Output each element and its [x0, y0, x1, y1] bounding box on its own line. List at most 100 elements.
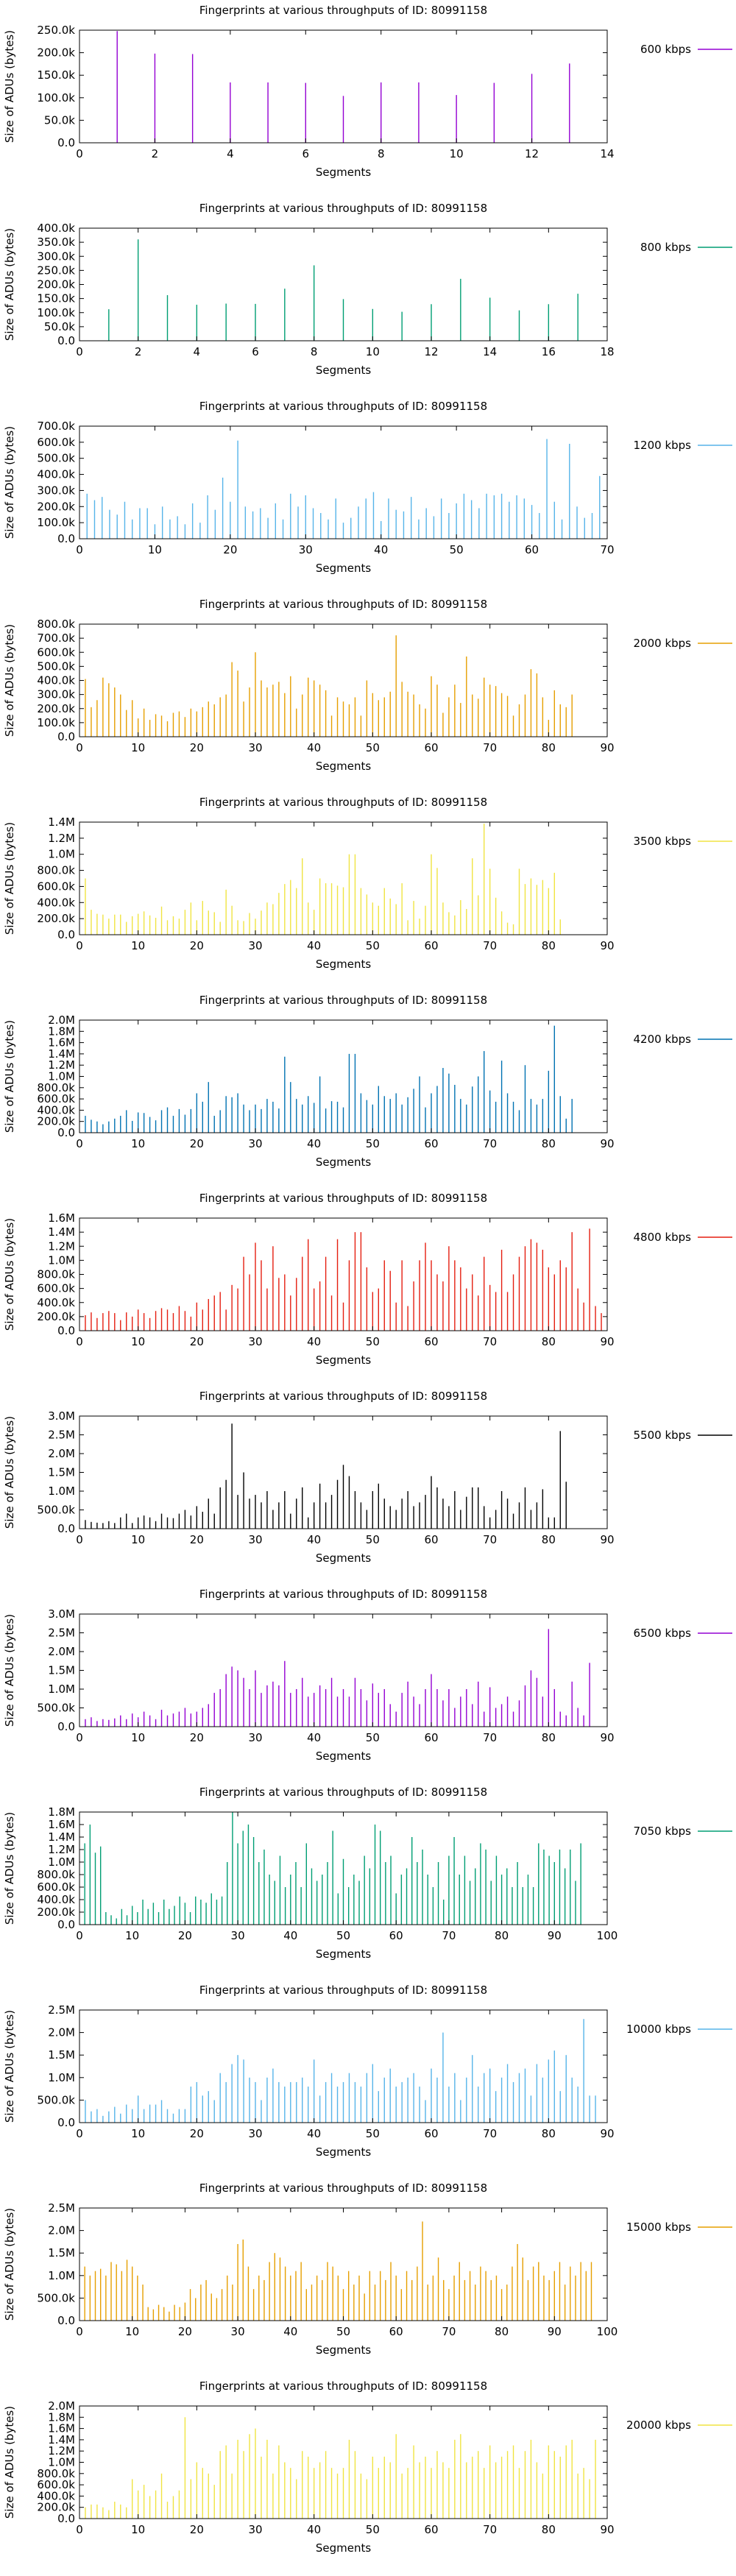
x-tick-label: 12 — [525, 147, 539, 160]
x-tick-label: 80 — [495, 1929, 509, 1942]
chart-title: Fingerprints at various throughputs of I… — [199, 1588, 487, 1601]
y-tick-label: 1.6M — [48, 1211, 75, 1225]
y-tick-label: 1.4M — [48, 2433, 75, 2446]
chart-title: Fingerprints at various throughputs of I… — [199, 2379, 487, 2393]
chart-panel: Fingerprints at various throughputs of I… — [3, 2182, 732, 2357]
x-axis-label: Segments — [316, 958, 372, 971]
y-tick-label: 1.0M — [48, 1682, 75, 1696]
x-tick-label: 40 — [374, 543, 388, 556]
x-tick-label: 40 — [307, 939, 321, 952]
x-tick-label: 20 — [190, 2127, 204, 2140]
x-axis-label: Segments — [316, 1947, 372, 1961]
y-tick-label: 1.0M — [48, 2071, 75, 2084]
chart-title: Fingerprints at various throughputs of I… — [199, 1984, 487, 1997]
x-tick-label: 90 — [600, 741, 614, 754]
x-tick-label: 0 — [76, 1731, 83, 1744]
x-axis-label: Segments — [316, 1354, 372, 1367]
x-tick-label: 10 — [366, 345, 380, 358]
y-tick-label: 400.0k — [37, 896, 75, 909]
y-tick-label: 300.0k — [37, 484, 75, 497]
legend-label: 2000 kbps — [634, 637, 692, 650]
chart-panel: Fingerprints at various throughputs of I… — [3, 1984, 732, 2159]
legend-label: 5500 kbps — [634, 1429, 692, 1442]
x-tick-label: 80 — [542, 2127, 556, 2140]
x-tick-label: 50 — [366, 2523, 380, 2536]
y-tick-label: 0.0 — [57, 136, 75, 149]
x-tick-label: 10 — [131, 741, 145, 754]
y-axis-label: Size of ADUs (bytes) — [3, 30, 16, 143]
chart-title: Fingerprints at various throughputs of I… — [199, 1192, 487, 1205]
y-tick-label: 50.0k — [44, 320, 75, 333]
x-tick-label: 2 — [152, 147, 159, 160]
x-tick-label: 18 — [600, 345, 614, 358]
x-tick-label: 30 — [248, 1533, 262, 1546]
x-tick-label: 40 — [307, 1533, 321, 1546]
x-tick-label: 8 — [378, 147, 385, 160]
y-tick-label: 1.0M — [48, 2269, 75, 2282]
chart-panel: Fingerprints at various throughputs of I… — [3, 796, 732, 971]
x-tick-label: 30 — [248, 1731, 262, 1744]
x-tick-label: 0 — [76, 1335, 83, 1348]
x-axis-label: Segments — [316, 166, 372, 179]
x-tick-label: 70 — [483, 2127, 497, 2140]
y-tick-label: 0.0 — [57, 532, 75, 545]
chart-panel: Fingerprints at various throughputs of I… — [3, 994, 732, 1169]
y-tick-label: 400.0k — [37, 1103, 75, 1117]
x-tick-label: 60 — [389, 2325, 403, 2338]
x-tick-label: 0 — [76, 1533, 83, 1546]
chart-panel: Fingerprints at various throughputs of I… — [3, 400, 732, 575]
chart-panel: Fingerprints at various throughputs of I… — [3, 1588, 732, 1763]
y-axis-label: Size of ADUs (bytes) — [3, 822, 16, 935]
chart-title: Fingerprints at various throughputs of I… — [199, 2182, 487, 2195]
x-tick-label: 60 — [424, 1533, 438, 1546]
y-tick-label: 700.0k — [37, 631, 75, 645]
x-axis-label: Segments — [316, 760, 372, 773]
y-tick-label: 2.0M — [48, 1013, 75, 1027]
x-tick-label: 50 — [450, 543, 464, 556]
y-tick-label: 0.0 — [57, 2512, 75, 2525]
y-tick-label: 2.5M — [48, 2003, 75, 2017]
chart-title: Fingerprints at various throughputs of I… — [199, 4, 487, 17]
y-tick-label: 0.0 — [57, 730, 75, 743]
y-tick-label: 200.0k — [37, 1115, 75, 1128]
x-tick-label: 14 — [483, 345, 497, 358]
x-tick-label: 80 — [542, 939, 556, 952]
y-tick-label: 1.5M — [48, 1466, 75, 1479]
x-tick-label: 50 — [366, 1533, 380, 1546]
y-tick-label: 1.8M — [48, 1025, 75, 1038]
y-tick-label: 400.0k — [37, 222, 75, 235]
y-tick-label: 800.0k — [37, 864, 75, 877]
x-tick-label: 20 — [190, 1335, 204, 1348]
chart-panel: Fingerprints at various throughputs of I… — [3, 1786, 732, 1961]
y-tick-label: 2.5M — [48, 1627, 75, 1640]
x-tick-label: 0 — [76, 2325, 83, 2338]
y-tick-label: 0.0 — [57, 1324, 75, 1337]
x-tick-label: 70 — [483, 1137, 497, 1150]
chart-title: Fingerprints at various throughputs of I… — [199, 1786, 487, 1799]
y-tick-label: 300.0k — [37, 250, 75, 263]
chart-title: Fingerprints at various throughputs of I… — [199, 598, 487, 611]
x-tick-label: 60 — [424, 741, 438, 754]
x-tick-label: 0 — [76, 147, 83, 160]
y-tick-label: 2.0M — [48, 2026, 75, 2039]
y-tick-label: 1.2M — [48, 832, 75, 845]
x-tick-label: 12 — [424, 345, 438, 358]
x-tick-label: 70 — [483, 741, 497, 754]
y-tick-label: 1.6M — [48, 2422, 75, 2435]
y-tick-label: 2.5M — [48, 1429, 75, 1442]
x-tick-label: 10 — [131, 2523, 145, 2536]
y-tick-label: 400.0k — [37, 468, 75, 481]
y-tick-label: 150.0k — [37, 68, 75, 82]
y-tick-label: 800.0k — [37, 1868, 75, 1881]
x-tick-label: 10 — [131, 1335, 145, 1348]
x-tick-label: 30 — [248, 1335, 262, 1348]
y-tick-label: 1.2M — [48, 1058, 75, 1072]
x-tick-label: 40 — [307, 1731, 321, 1744]
y-tick-label: 0.0 — [57, 2314, 75, 2327]
x-tick-label: 10 — [131, 1137, 145, 1150]
y-tick-label: 1.4M — [48, 1830, 75, 1844]
y-tick-label: 800.0k — [37, 2467, 75, 2480]
y-tick-label: 1.0M — [48, 848, 75, 861]
y-tick-label: 200.0k — [37, 2501, 75, 2514]
y-tick-label: 1.2M — [48, 2444, 75, 2458]
